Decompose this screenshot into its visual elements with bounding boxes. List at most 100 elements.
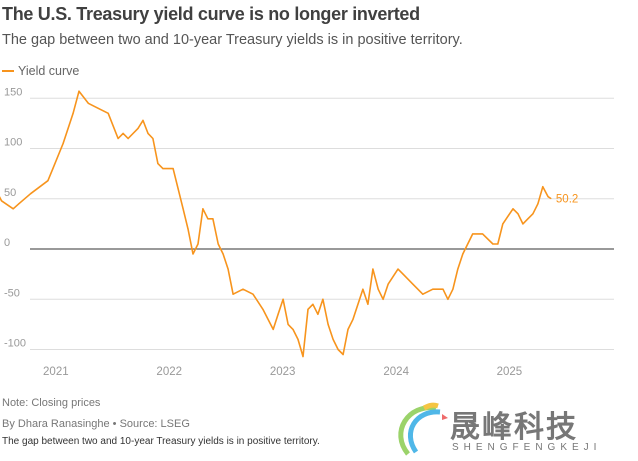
data-point [232,293,234,295]
y-tick-label: 50 [4,187,16,199]
data-point [512,208,514,210]
data-point [172,168,174,170]
data-point [227,268,229,270]
data-point [532,213,534,215]
data-point [87,102,89,104]
data-point [372,268,374,270]
data-point [397,268,399,270]
data-point [492,243,494,245]
data-point [387,283,389,285]
data-point [137,127,139,129]
data-point [332,338,334,341]
data-point [302,355,304,358]
watermark-swirl-icon [398,402,448,456]
legend-label: Yield curve [18,64,80,78]
data-point [457,268,459,270]
y-tick-label: 100 [4,137,22,149]
data-point [147,132,149,135]
data-point [202,208,204,210]
data-point [78,90,80,92]
legend-swatch [2,70,14,72]
data-point [402,273,404,275]
data-point [447,298,449,300]
data-point [322,298,324,300]
data-point [182,208,184,210]
line-chart: -100 -50 0 50 100 150 2021 2022 2023 2024 2025 50.2 [0,86,614,378]
data-point [527,218,529,220]
data-point [142,119,144,121]
y-tick-label: 150 [4,86,22,98]
data-point [122,132,124,135]
data-point [177,188,179,190]
x-tick-label: 2023 [270,366,296,378]
caption: The gap between two and 10-year Treasury… [2,436,320,447]
data-point [62,142,64,145]
legend: Yield curve [2,64,79,78]
data-point [277,313,279,315]
data-point [197,243,199,245]
data-point [52,168,54,170]
x-tick-label: 2022 [156,366,182,378]
data-point [537,203,539,205]
data-point [337,348,339,351]
data-point [117,137,119,140]
note: Note: Closing prices [2,397,101,409]
watermark-text: 晟峰科技 [450,411,578,444]
data-point [157,162,159,165]
data-point [550,197,552,200]
data-point [342,353,344,356]
x-tick-label: 2024 [383,366,409,378]
data-point [442,288,444,290]
chart-title: The U.S. Treasury yield curve is no long… [2,4,420,24]
data-point [107,112,109,114]
data-point [502,223,504,225]
byline-source: By Dhara Ranasinghe • Source: LSEG [2,418,190,430]
end-value-label: 50.2 [556,194,578,206]
data-point [242,288,244,290]
data-point [347,328,349,330]
data-point [352,318,354,320]
y-tick-label: 0 [4,237,10,249]
data-point [297,338,299,341]
data-point [162,168,164,170]
data-point [472,233,474,235]
data-point [517,213,519,215]
data-point [377,288,379,290]
data-point [282,298,284,300]
y-tick-label: -100 [4,338,26,350]
data-point [262,308,264,310]
chart-subtitle: The gap between two and 10-year Treasury… [2,32,463,48]
data-point [462,253,464,255]
data-point [327,323,329,325]
data-point [12,208,14,210]
y-tick-label: -50 [4,287,20,299]
data-point [317,313,319,315]
data-point [542,186,544,188]
data-point [452,288,454,290]
watermark-logo: 晟峰科技 SHENGFENGKEJI [388,402,596,456]
watermark-subtext: SHENGFENGKEJI [452,442,602,453]
data-point [212,218,214,220]
data-point [382,298,384,300]
x-tick-label: 2021 [43,366,69,378]
data-point [432,288,434,290]
data-point [47,180,49,182]
data-point [127,137,129,140]
data-point [367,303,369,305]
data-point [72,112,74,114]
data-point [292,328,294,330]
data-point [187,228,189,230]
data-point [0,200,3,202]
data-point [207,218,209,220]
data-point [287,323,289,325]
yield-curve-line [0,90,552,358]
data-point [422,293,424,295]
data-point [522,223,524,225]
data-point [252,293,254,295]
x-tick-label: 2025 [497,366,523,378]
data-point [217,243,219,245]
data-point [497,243,499,245]
data-point [482,233,484,235]
data-point [547,196,549,198]
data-point [222,253,224,255]
